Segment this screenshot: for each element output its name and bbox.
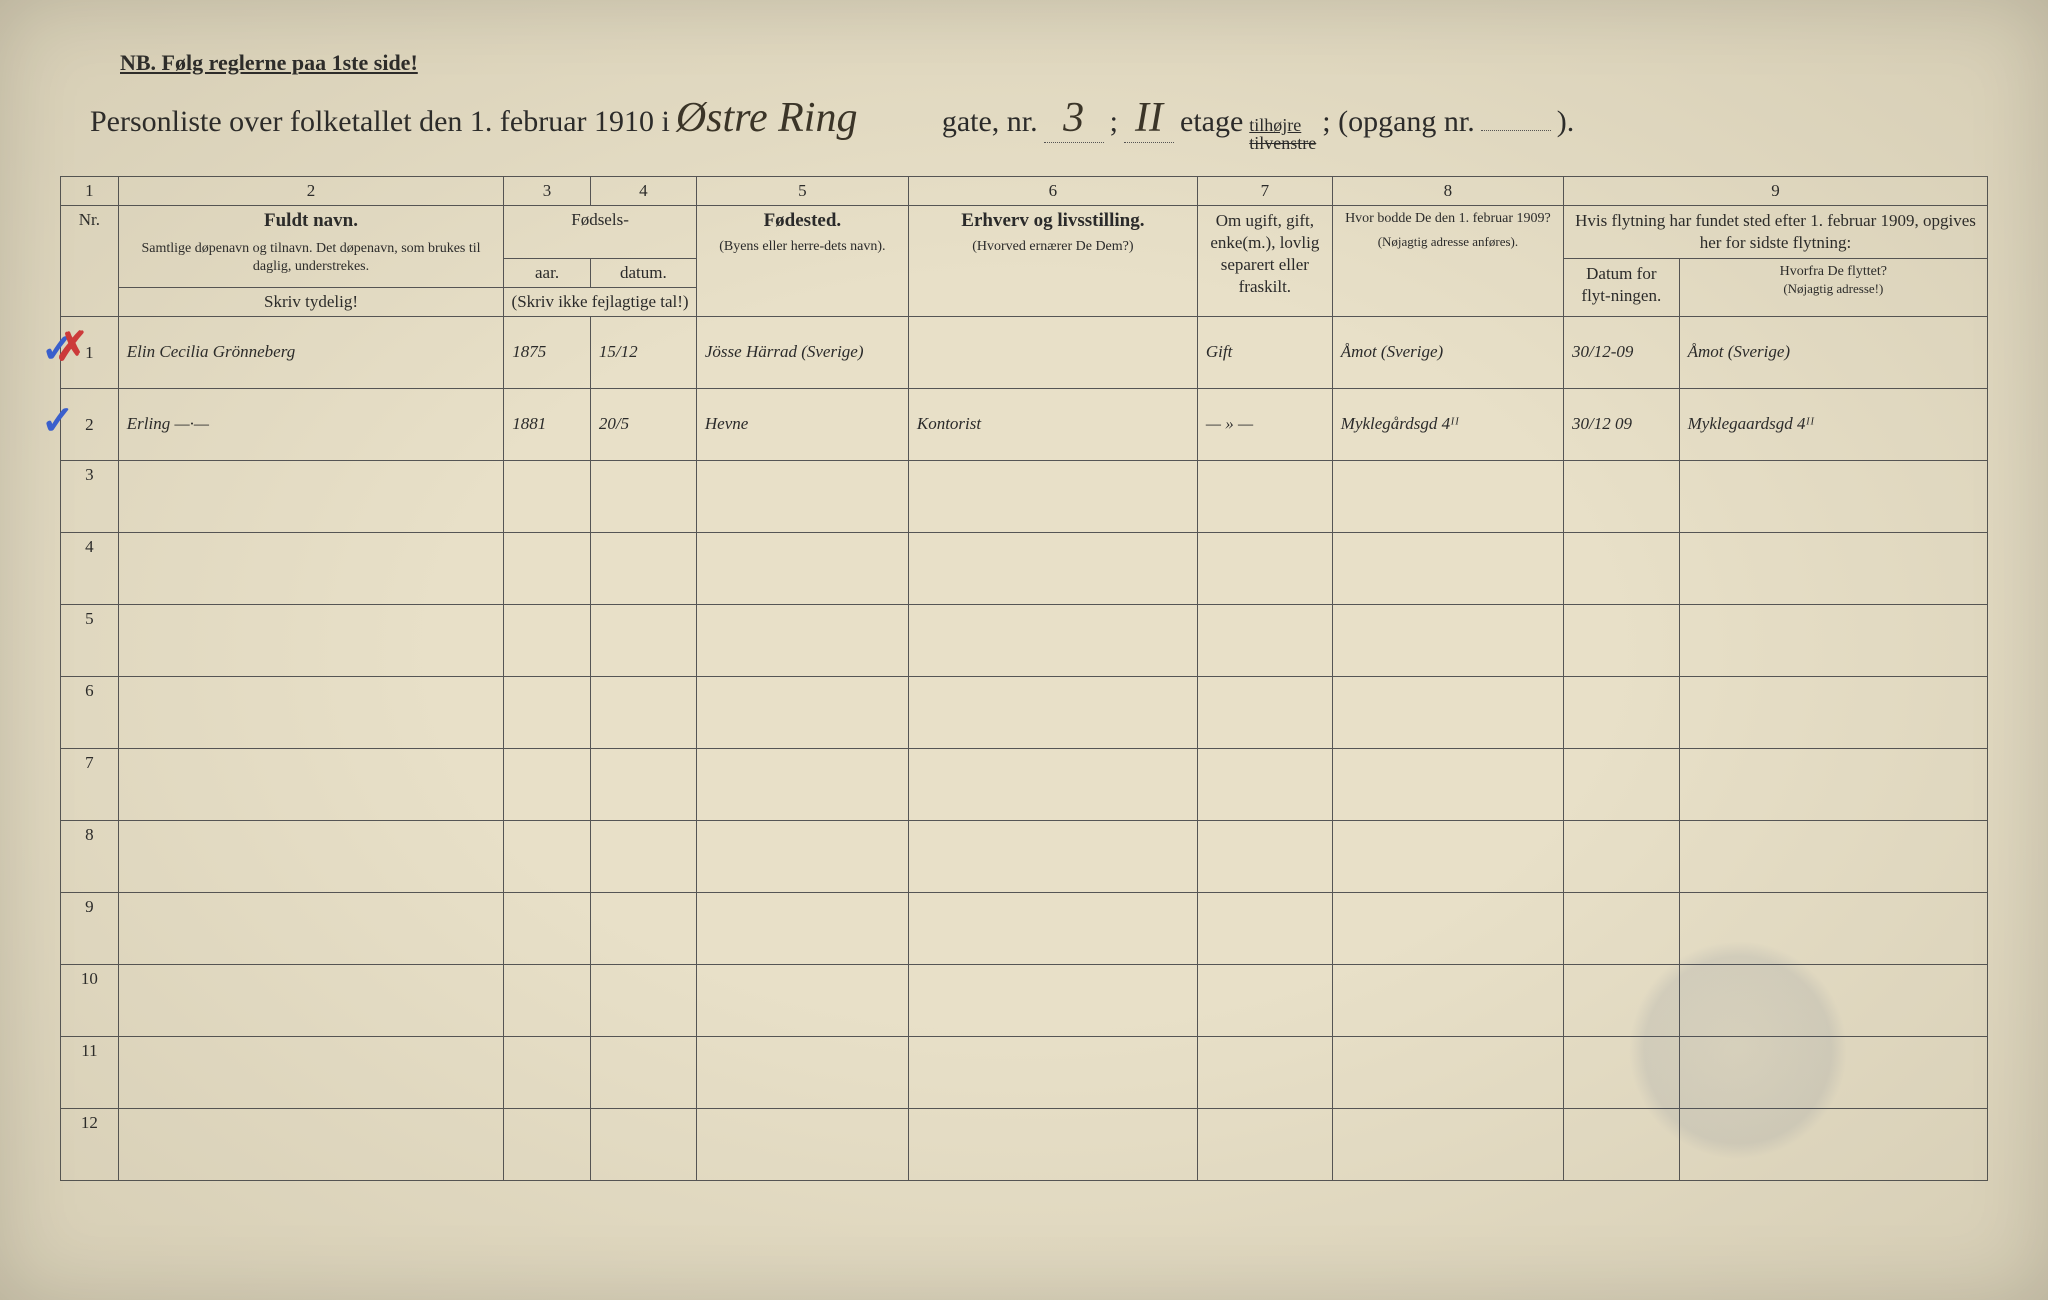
colnum-7: 7 <box>1197 177 1332 206</box>
table-row: 11 <box>61 1037 1988 1109</box>
row-nr: 12 <box>61 1109 119 1181</box>
opgang-number <box>1481 130 1551 131</box>
blue-check-icon: ✓ <box>41 397 75 444</box>
header-movefrom-sub: (Nøjagtig adresse!) <box>1686 281 1981 297</box>
header-fodested-sub: (Byens eller herre-dets navn). <box>703 238 902 256</box>
row-nr: ✓ 2 <box>61 389 119 461</box>
cell-movedate: 30/12 09 <box>1564 389 1680 461</box>
semicolon: ; <box>1110 105 1118 139</box>
header-aar-sub: (Skriv ikke fejlagtige tal!) <box>504 288 697 317</box>
header-move-date: Datum for flyt-ningen. <box>1564 259 1680 317</box>
cell-date: 20/5 <box>590 389 696 461</box>
cell-movefrom: Myklegaardsgd 4ᴵᴵ <box>1679 389 1987 461</box>
row-nr: 5 <box>61 605 119 677</box>
header-1909-main: Hvor bodde De den 1. februar 1909? <box>1339 210 1557 228</box>
colnum-9: 9 <box>1564 177 1988 206</box>
tilhojre-label: tilhøjre <box>1249 116 1316 134</box>
colnum-4: 4 <box>590 177 696 206</box>
row-nr: 11 <box>61 1037 119 1109</box>
row-nr: 7 <box>61 749 119 821</box>
header-name-sub: Samtlige døpenavn og tilnavn. Det døpena… <box>125 240 497 276</box>
header-erhverv-main: Erhverv og livsstilling. <box>915 210 1191 232</box>
header-fodested: Fødested. (Byens eller herre-dets navn). <box>696 206 908 317</box>
row-nr: 10 <box>61 965 119 1037</box>
page-title-line: Personliste over folketallet den 1. febr… <box>90 94 1988 152</box>
cell-1909: Myklegårdsgd 4ᴵᴵ <box>1332 389 1563 461</box>
street-name-handwritten: Østre Ring <box>676 94 936 142</box>
table-header: 1 2 3 4 5 6 7 8 9 Nr. Fuldt navn. Samtli… <box>61 177 1988 317</box>
table-row: 10 <box>61 965 1988 1037</box>
tilvenstre-struck: tilvenstre <box>1249 134 1316 152</box>
cell-name: Elin Cecilia Grönneberg <box>118 317 503 389</box>
table-row: 7 <box>61 749 1988 821</box>
header-1909-sub: (Nøjagtig adresse anføres). <box>1339 234 1557 250</box>
header-fodested-main: Fødested. <box>703 210 902 232</box>
table-row: 3 <box>61 461 1988 533</box>
cell-name: Erling —·— <box>118 389 503 461</box>
cell-occupation <box>908 317 1197 389</box>
census-table: 1 2 3 4 5 6 7 8 9 Nr. Fuldt navn. Samtli… <box>60 176 1988 1181</box>
table-row: 8 <box>61 821 1988 893</box>
header-erhverv: Erhverv og livsstilling. (Hvorved ernære… <box>908 206 1197 317</box>
colnum-6: 6 <box>908 177 1197 206</box>
etage-handwritten: II <box>1124 94 1174 143</box>
close-paren: ). <box>1557 105 1575 139</box>
row-nr: ✓ ✗ 1 <box>61 317 119 389</box>
table-row: 12 <box>61 1109 1988 1181</box>
cell-birthplace: Jösse Härrad (Sverige) <box>696 317 908 389</box>
cell-year: 1875 <box>504 317 591 389</box>
cell-civil: — » — <box>1197 389 1332 461</box>
cell-year: 1881 <box>504 389 591 461</box>
colnum-5: 5 <box>696 177 908 206</box>
colnum-8: 8 <box>1332 177 1563 206</box>
table-row: 6 <box>61 677 1988 749</box>
cell-date: 15/12 <box>590 317 696 389</box>
gate-label: gate, nr. <box>942 105 1038 139</box>
table-row: 9 <box>61 893 1988 965</box>
row-nr: 9 <box>61 893 119 965</box>
header-civil: Om ugift, gift, enke(m.), lovlig separer… <box>1197 206 1332 317</box>
census-page: NB. Følg reglerne paa 1ste side! Personl… <box>0 0 2048 1300</box>
cell-movefrom: Åmot (Sverige) <box>1679 317 1987 389</box>
cell-birthplace: Hevne <box>696 389 908 461</box>
header-skriv-tydelig: Skriv tydelig! <box>118 288 503 317</box>
header-name-main: Fuldt navn. <box>125 210 497 232</box>
data-rows: ✓ ✗ 1 Elin Cecilia Grönneberg 1875 15/12… <box>61 317 1988 461</box>
house-number: 3 <box>1044 94 1104 143</box>
cell-occupation: Kontorist <box>908 389 1197 461</box>
cell-movedate: 30/12-09 <box>1564 317 1680 389</box>
title-prefix: Personliste over folketallet den 1. febr… <box>90 105 670 139</box>
table-row: ✓ 2 Erling —·— 1881 20/5 Hevne Kontorist… <box>61 389 1988 461</box>
empty-rows: 3 4 5 6 7 8 9 10 11 12 <box>61 461 1988 1181</box>
header-datum: datum. <box>590 259 696 288</box>
row-nr-text: 2 <box>85 415 94 434</box>
table-row: 5 <box>61 605 1988 677</box>
etage-label: etage <box>1180 105 1243 139</box>
colnum-2: 2 <box>118 177 503 206</box>
red-x-icon: ✗ <box>55 323 89 370</box>
header-erhverv-sub: (Hvorved ernærer De Dem?) <box>915 238 1191 256</box>
header-aar: aar. <box>504 259 591 288</box>
opgang-label: ; (opgang nr. <box>1322 105 1474 139</box>
row-nr: 4 <box>61 533 119 605</box>
table-row: ✓ ✗ 1 Elin Cecilia Grönneberg 1875 15/12… <box>61 317 1988 389</box>
header-flytning: Hvis flytning har fundet sted efter 1. f… <box>1564 206 1988 259</box>
row-nr: 8 <box>61 821 119 893</box>
cell-civil: Gift <box>1197 317 1332 389</box>
cell-1909: Åmot (Sverige) <box>1332 317 1563 389</box>
table-row: 4 <box>61 533 1988 605</box>
row-nr: 3 <box>61 461 119 533</box>
header-nr: Nr. <box>61 206 119 317</box>
header-name: Fuldt navn. Samtlige døpenavn og tilnavn… <box>118 206 503 288</box>
header-fodsels: Fødsels- <box>504 206 697 259</box>
colnum-1: 1 <box>61 177 119 206</box>
colnum-3: 3 <box>504 177 591 206</box>
header-move-from: Hvorfra De flyttet? (Nøjagtig adresse!) <box>1679 259 1987 317</box>
header-movefrom-main: Hvorfra De flyttet? <box>1686 263 1981 281</box>
header-1909: Hvor bodde De den 1. februar 1909? (Nøja… <box>1332 206 1563 317</box>
nb-instruction: NB. Følg reglerne paa 1ste side! <box>120 50 1988 76</box>
row-nr: 6 <box>61 677 119 749</box>
